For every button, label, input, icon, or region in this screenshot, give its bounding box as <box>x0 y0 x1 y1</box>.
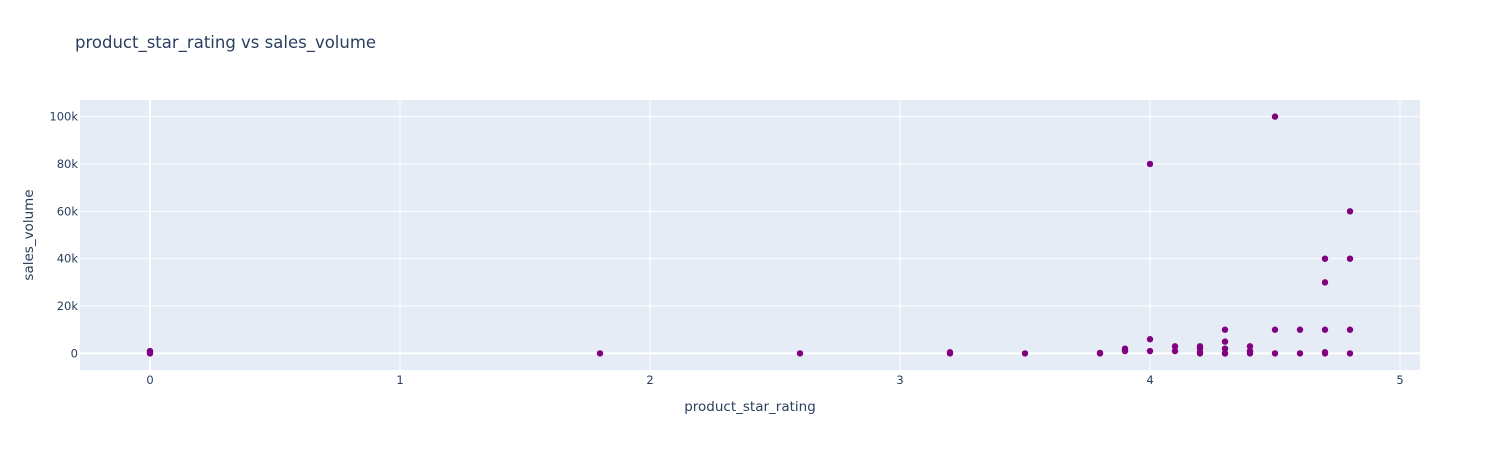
y-tick-label: 60k <box>57 204 79 218</box>
y-tick-label: 80k <box>57 157 79 171</box>
data-point[interactable] <box>1246 343 1254 350</box>
data-point[interactable] <box>1271 350 1279 357</box>
x-tick-label: 2 <box>646 373 653 387</box>
data-point[interactable] <box>1346 326 1354 333</box>
data-point[interactable] <box>1221 345 1229 352</box>
data-point[interactable] <box>946 349 954 356</box>
data-point[interactable] <box>1096 349 1104 357</box>
data-point[interactable] <box>1321 279 1329 286</box>
data-point[interactable] <box>1221 350 1229 357</box>
data-point[interactable] <box>1121 345 1129 352</box>
data-point[interactable] <box>1346 255 1354 262</box>
x-tick-label: 3 <box>896 373 903 387</box>
y-tick-label: 100k <box>49 110 78 124</box>
data-point[interactable] <box>146 347 154 355</box>
grid-lines <box>80 100 1420 370</box>
data-point[interactable] <box>1346 350 1354 357</box>
data-point[interactable] <box>1321 255 1329 262</box>
plot-area <box>80 100 1420 370</box>
x-tick-label: 1 <box>396 373 403 387</box>
data-point[interactable] <box>1296 350 1304 357</box>
data-point[interactable] <box>1296 326 1304 333</box>
data-point[interactable] <box>796 350 804 357</box>
data-point[interactable] <box>1346 208 1354 215</box>
data-point[interactable] <box>596 350 604 357</box>
x-axis-ticks: 0 1 2 3 4 5 <box>146 373 1403 387</box>
data-point[interactable] <box>1246 350 1254 357</box>
data-point[interactable] <box>1321 350 1329 357</box>
data-point[interactable] <box>1271 113 1279 120</box>
data-point[interactable] <box>1146 347 1154 355</box>
chart-title: product_star_rating vs sales_volume <box>75 33 377 52</box>
data-point[interactable] <box>1221 338 1229 345</box>
y-axis-title: sales_volume <box>21 189 37 280</box>
data-points <box>146 113 1354 357</box>
x-tick-label: 0 <box>146 373 153 387</box>
data-point[interactable] <box>1271 326 1279 333</box>
data-point[interactable] <box>1196 343 1204 350</box>
y-tick-label: 20k <box>57 299 79 313</box>
y-tick-label: 40k <box>57 252 79 266</box>
data-point[interactable] <box>1321 326 1329 333</box>
data-point[interactable] <box>1171 347 1179 355</box>
data-point[interactable] <box>1171 343 1179 350</box>
y-axis-ticks: 0 20k 40k 60k 80k 100k <box>49 110 78 361</box>
data-point[interactable] <box>1221 326 1229 333</box>
data-point[interactable] <box>1021 350 1029 357</box>
x-tick-label: 4 <box>1146 373 1153 387</box>
data-point[interactable] <box>1146 160 1154 168</box>
data-point[interactable] <box>1146 336 1154 343</box>
y-tick-label: 0 <box>71 346 78 360</box>
x-axis-title: product_star_rating <box>684 399 816 415</box>
x-tick-label: 5 <box>1396 373 1403 387</box>
